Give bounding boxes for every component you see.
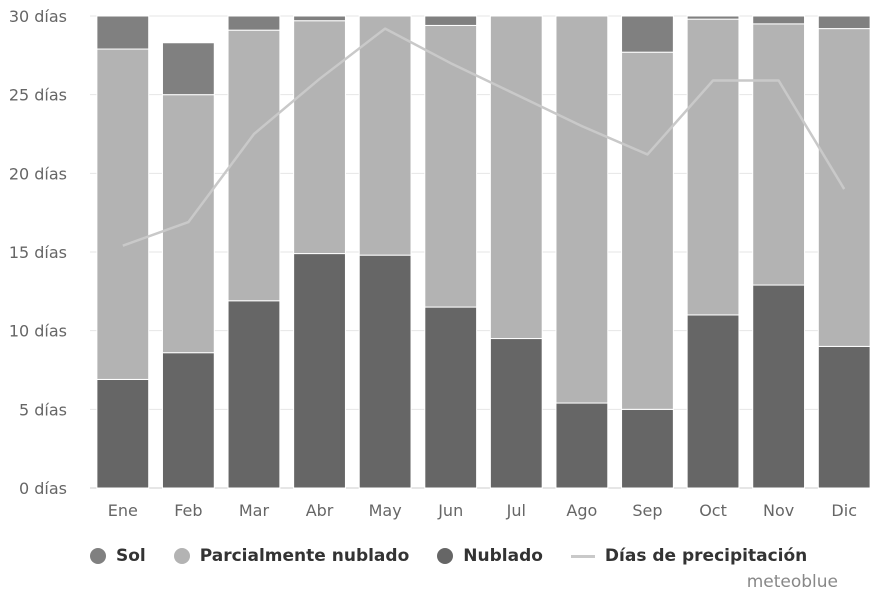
bar-segment [555, 15, 609, 404]
x-tick-label: Nov [763, 501, 794, 520]
bar-segment [752, 23, 806, 286]
bar-segment [621, 15, 674, 53]
bar-segment [293, 15, 346, 22]
x-tick-label: Dic [831, 501, 857, 520]
bar-segment [96, 15, 150, 50]
legend-marker-nublado [437, 548, 454, 564]
bar-segment [96, 378, 150, 489]
legend-label-dias-precipitacion: Días de precipitación [604, 546, 808, 566]
legend-marker-dias-precipitacion [570, 554, 595, 558]
legend-item-sol[interactable]: Sol [90, 546, 146, 566]
bar-segment [424, 15, 478, 26]
y-tick-label: 15 días [9, 243, 67, 262]
bar-segment [424, 24, 478, 308]
bar-segment [96, 48, 150, 380]
bar-segment [686, 314, 740, 489]
y-tick-label: 30 días [9, 7, 67, 26]
bar-segment [489, 338, 543, 489]
legend-marker-sol [90, 548, 106, 564]
bar-segment [424, 306, 478, 489]
bar-segment [752, 15, 806, 25]
x-tick-label: Sep [632, 501, 662, 520]
x-tick-label: Ene [108, 501, 138, 520]
y-tick-label: 25 días [9, 86, 67, 105]
y-tick-label: 20 días [9, 164, 67, 183]
grid-lines [90, 15, 870, 489]
bar-segment [227, 29, 281, 302]
x-tick-label: Feb [174, 501, 202, 520]
y-tick-label: 5 días [19, 400, 67, 419]
bar-segment [817, 345, 870, 489]
bar-segment [227, 15, 281, 31]
bar-segment [686, 15, 740, 20]
bar-segment [686, 18, 740, 316]
y-tick-label: 0 días [19, 479, 67, 498]
legend-label-sol: Sol [116, 546, 146, 566]
legend-marker-parcialmente-nublado [173, 548, 190, 564]
legend-label-nublado: Nublado [463, 546, 543, 566]
bar-segment [293, 20, 346, 255]
bar-segment [358, 254, 412, 489]
x-tick-label: Jul [506, 501, 526, 520]
x-tick-label: Oct [699, 501, 727, 520]
x-tick-label: Jun [437, 501, 463, 520]
legend-item-dias-precipitacion[interactable]: Días de precipitación [570, 546, 808, 566]
bar-segment [227, 300, 281, 489]
precipitation-line [122, 27, 846, 247]
legend-item-parcialmente-nublado[interactable]: Parcialmente nublado [173, 546, 410, 566]
bar-segment [161, 94, 215, 354]
legend-item-nublado[interactable]: Nublado [437, 546, 543, 566]
chart-legend: Sol Parcialmente nublado Nublado Días de… [90, 546, 835, 566]
bar-segment [489, 15, 543, 340]
credit-label: meteoblue [746, 572, 838, 592]
bar-segment [293, 253, 346, 489]
bar-segment [555, 402, 609, 489]
bars [96, 15, 870, 489]
bar-segment [358, 15, 412, 256]
bar-segment [752, 284, 806, 489]
bar-segment [161, 42, 215, 96]
x-tick-label: May [369, 501, 402, 520]
bar-segment [161, 352, 215, 489]
legend-label-parcialmente-nublado: Parcialmente nublado [199, 546, 410, 566]
bar-segment [621, 408, 674, 489]
y-tick-label: 10 días [9, 322, 67, 341]
x-tick-label: Mar [239, 501, 270, 520]
x-tick-label: Ago [566, 501, 597, 520]
bar-segment [621, 51, 674, 410]
bar-segment [817, 15, 870, 30]
x-tick-label: Abr [306, 501, 334, 520]
